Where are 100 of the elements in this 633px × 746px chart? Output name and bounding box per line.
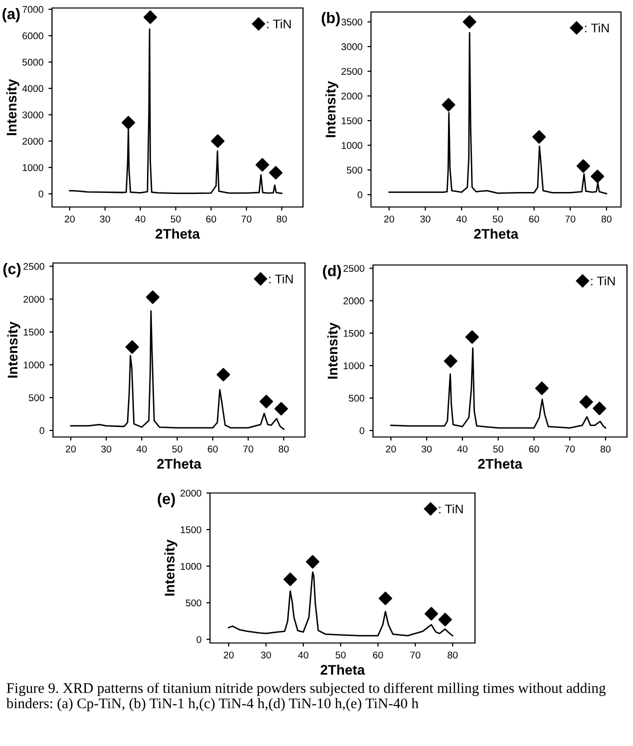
x-tick-label: 40 xyxy=(456,216,467,222)
y-tick-label: 1000 xyxy=(22,164,44,172)
y-tick-label: 500 xyxy=(348,394,364,402)
point xyxy=(444,354,458,368)
chart-title: (b) xyxy=(322,12,340,26)
x-tick-label: 60 xyxy=(208,446,218,452)
x-tick-label: 30 xyxy=(260,652,272,658)
x-axis-title: 2Theta xyxy=(156,228,200,239)
y-tick-label: 7000 xyxy=(22,6,44,13)
line-series xyxy=(68,28,282,194)
point xyxy=(144,10,158,24)
point xyxy=(216,368,230,382)
point xyxy=(306,555,320,569)
point xyxy=(438,612,452,626)
x-tick-label: 80 xyxy=(448,652,458,658)
x-tick-label: 30 xyxy=(422,446,432,452)
point xyxy=(576,159,590,173)
x-axis-title: 2Theta xyxy=(157,458,202,469)
legend-label: : TiN xyxy=(269,274,293,284)
y-axis-title: Intensity xyxy=(6,79,20,136)
y-tick-label: 1500 xyxy=(344,330,364,337)
x-tick-label: 40 xyxy=(136,446,147,452)
point xyxy=(269,166,283,180)
x-tick-label: 50 xyxy=(493,446,504,452)
y-tick-label: 3000 xyxy=(341,43,362,50)
x-axis-title: 2Theta xyxy=(320,664,365,675)
chart-title: (e) xyxy=(158,493,175,508)
point xyxy=(378,592,392,606)
y-tick-label: 2500 xyxy=(342,68,362,75)
point xyxy=(592,402,606,416)
y-tick-label: 0 xyxy=(360,427,364,434)
x-tick-label: 50 xyxy=(492,216,503,222)
y-axis-title: Intensity xyxy=(7,322,20,378)
x-tick-label: 20 xyxy=(64,216,75,222)
y-tick-label: 500 xyxy=(346,166,362,174)
point xyxy=(211,134,225,148)
x-tick-label: 20 xyxy=(224,652,234,658)
y-tick-label: 1000 xyxy=(24,362,44,368)
x-tick-label: 50 xyxy=(172,446,182,452)
x-tick-label: 80 xyxy=(600,446,611,452)
x-tick-label: 80 xyxy=(278,446,289,452)
y-tick-label: 1500 xyxy=(342,117,362,124)
line-series xyxy=(390,347,606,429)
y-axis-title: Intensity xyxy=(325,81,338,138)
y-tick-label: 2000 xyxy=(22,138,44,145)
x-tick-label: 60 xyxy=(373,652,383,658)
y-tick-label: 0 xyxy=(196,636,202,643)
y-tick-label: 0 xyxy=(38,190,44,198)
legend-label: : TiN xyxy=(267,19,291,28)
x-tick-label: 70 xyxy=(410,652,420,658)
point xyxy=(283,572,297,586)
point xyxy=(579,395,593,409)
x-tick-label: 60 xyxy=(529,446,540,452)
x-tick-label: 50 xyxy=(170,216,181,222)
x-tick-label: 20 xyxy=(386,446,396,452)
point xyxy=(535,382,549,396)
x-tick-label: 80 xyxy=(276,216,287,222)
x-tick-label: 40 xyxy=(457,446,468,452)
y-tick-label: 1000 xyxy=(342,142,362,149)
caption: Figure 9. XRD patterns of titanium nitride powders subjected to different milling times without adding binders: (a) Cp-TiN, (b) TiN-1 h,(c) TiN-4 h,(d) TiN-10 h,(e) TiN-40 h xyxy=(6,682,606,712)
point xyxy=(256,158,270,172)
x-tick-label: 70 xyxy=(565,216,576,222)
x-tick-label: 70 xyxy=(243,446,254,452)
y-tick-label: 2000 xyxy=(24,296,44,303)
y-tick-label: 1000 xyxy=(344,362,364,370)
point xyxy=(442,98,456,112)
y-tick-label: 2000 xyxy=(344,297,364,304)
x-tick-label: 40 xyxy=(135,216,146,222)
y-tick-label: 2500 xyxy=(24,263,44,270)
legend-label: : TiN xyxy=(585,23,609,32)
point xyxy=(125,340,139,354)
y-tick-label: 0 xyxy=(40,427,44,434)
y-tick-label: 5000 xyxy=(22,58,44,66)
y-tick-label: 6000 xyxy=(22,32,44,40)
x-tick-label: 30 xyxy=(420,216,430,222)
point xyxy=(146,290,160,304)
x-tick-label: 30 xyxy=(100,216,110,222)
y-tick-label: 4000 xyxy=(22,85,44,92)
chart-title: (a) xyxy=(2,8,20,22)
y-tick-label: 500 xyxy=(28,394,44,402)
y-tick-label: 3000 xyxy=(22,111,44,118)
x-tick-label: 30 xyxy=(101,446,112,452)
x-tick-label: 20 xyxy=(384,216,394,222)
x-axis-title: 2Theta xyxy=(478,458,522,469)
legend-label: : TiN xyxy=(439,504,463,514)
point xyxy=(590,170,604,184)
point xyxy=(260,394,274,408)
x-tick-label: 70 xyxy=(564,446,575,452)
y-axis-title: Intensity xyxy=(164,540,178,596)
y-tick-label: 2000 xyxy=(180,490,202,497)
y-tick-label: 0 xyxy=(358,191,362,198)
line-series xyxy=(388,32,608,194)
chart-title: (c) xyxy=(3,263,21,278)
point xyxy=(122,116,136,130)
x-tick-label: 70 xyxy=(242,216,252,222)
y-tick-label: 2000 xyxy=(342,92,362,100)
x-tick-label: 50 xyxy=(336,652,346,658)
line-series xyxy=(228,571,454,636)
x-axis-title: 2Theta xyxy=(474,228,518,239)
y-tick-label: 3500 xyxy=(341,18,362,26)
